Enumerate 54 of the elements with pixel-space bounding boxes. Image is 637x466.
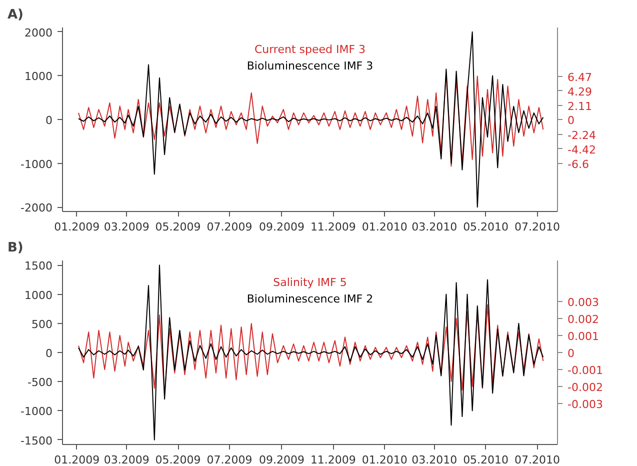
x-tick-label: 03.2009 [104, 454, 150, 466]
x-tick-label: 03.2010 [412, 220, 458, 234]
y2-tick-label: 4.29 [568, 85, 592, 98]
x-tick-label: 07.2009 [206, 220, 252, 234]
text: Salinity IMF 5 [273, 276, 347, 290]
y2-tick-label: 0 [568, 347, 574, 360]
y-tick-label: -1500 [20, 434, 53, 448]
x-tick-label: 05.2009 [155, 220, 201, 234]
x-tick-label: 01.2010 [362, 220, 408, 234]
y2-tick-label: 0.002 [568, 312, 599, 326]
x-tick-label: 09.2009 [259, 454, 305, 466]
chart-title: A) [8, 8, 24, 22]
x-tick-label: 11.2009 [310, 454, 356, 466]
text: Current speed IMF 3 [254, 43, 366, 56]
x-tick-label: 07.2009 [206, 454, 252, 466]
x-tick-label: 03.2009 [104, 220, 150, 234]
y-tick-label: 500 [32, 318, 53, 331]
y2-tick-label: 0.001 [568, 330, 599, 343]
chart-title: B) [8, 240, 24, 256]
y2-tick-label: 2.11 [568, 100, 592, 113]
y-tick-label: 2000 [24, 26, 53, 40]
y2-tick-label: -2.24 [568, 128, 596, 142]
x-tick-label: 09.2009 [259, 220, 305, 234]
line-series [78, 31, 544, 208]
y-tick-label: 1500 [24, 260, 53, 273]
y2-tick-label: 6.47 [568, 70, 592, 84]
x-tick-label: 01.2010 [362, 454, 408, 466]
y2-tick-label: 0.003 [568, 296, 599, 309]
y-tick-label: -1000 [20, 158, 53, 171]
y-tick-label: 1000 [24, 288, 53, 302]
x-tick-label: 05.2010 [463, 220, 509, 234]
y-tick-label: 1000 [24, 70, 53, 84]
y-tick-label: -1000 [20, 405, 53, 418]
x-tick-label: 07.2010 [514, 220, 560, 234]
y2-tick-label: -6.6 [568, 158, 589, 171]
x-tick-label: 07.2010 [514, 454, 560, 466]
y2-tick-label: 0 [568, 114, 574, 127]
y2-tick-label: -4.42 [568, 143, 596, 156]
y-tick-label: 0 [46, 347, 52, 360]
x-tick-label: 11.2009 [310, 220, 356, 234]
y-tick-label: 0 [46, 114, 52, 127]
y-tick-label: -2000 [20, 202, 53, 215]
y2-tick-label: -0.002 [568, 381, 603, 394]
y2-tick-label: -0.003 [568, 398, 603, 412]
y2-tick-label: -0.001 [568, 364, 603, 378]
line-series [78, 264, 544, 440]
x-tick-label: 05.2009 [155, 454, 201, 466]
x-tick-label: 01.2009 [54, 220, 100, 234]
x-tick-label: 05.2010 [463, 454, 509, 466]
x-tick-label: 01.2009 [54, 454, 100, 466]
y-tick-label: -500 [28, 376, 53, 390]
text: Bioluminescence IMF 3 [246, 60, 374, 73]
text: Bioluminescence IMF 2 [246, 292, 374, 306]
x-tick-label: 03.2010 [412, 454, 458, 466]
